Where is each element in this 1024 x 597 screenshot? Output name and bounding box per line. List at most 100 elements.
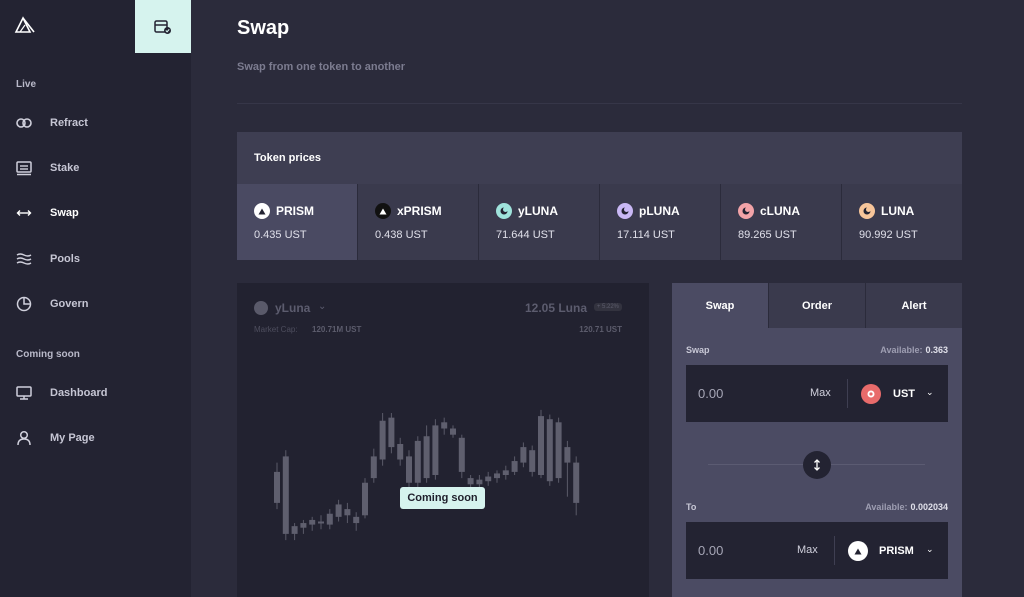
candle: [423, 425, 430, 483]
sidebar-item-stake[interactable]: Stake: [0, 152, 191, 184]
to-max-button[interactable]: Max: [797, 544, 818, 556]
divider: [834, 536, 835, 565]
swap-panel: Swap Order Alert Swap Available: 0.363 0.…: [672, 283, 962, 597]
sidebar-item-pools[interactable]: Pools: [0, 243, 191, 275]
from-label: Swap: [686, 345, 710, 355]
prism-token-icon: [254, 203, 270, 219]
prism-logo[interactable]: [14, 16, 36, 34]
candle: [406, 450, 412, 488]
divider: [847, 379, 848, 408]
sidebar-item-label: Dashboard: [50, 387, 108, 399]
tab-order[interactable]: Order: [768, 283, 865, 328]
candle: [326, 509, 333, 530]
price-chart-panel: yLuna ⌄ Market Cap: 120.71M UST 12.05 Lu…: [237, 283, 649, 597]
candle: [414, 436, 421, 488]
sidebar-item-my-page[interactable]: My Page: [0, 422, 191, 454]
token-card-prism[interactable]: PRISM 0.435 UST: [237, 184, 357, 260]
token-price: 90.992 UST: [859, 229, 918, 241]
sidebar-item-label: Swap: [50, 207, 79, 219]
token-price: 17.114 UST: [617, 229, 675, 241]
candle: [564, 440, 571, 497]
to-available: Available: 0.002034: [865, 502, 948, 512]
pluna-token-icon: [617, 203, 633, 219]
candle: [432, 419, 439, 480]
chevron-down-icon[interactable]: ⌄: [926, 544, 934, 554]
header-divider: [237, 103, 962, 104]
yluna-token-icon: [496, 203, 512, 219]
from-max-button[interactable]: Max: [810, 387, 831, 399]
link-icon: [15, 114, 33, 132]
from-amount-input[interactable]: 0.00: [698, 386, 724, 401]
tab-swap[interactable]: Swap: [672, 283, 768, 328]
price-change-badge: + 5.22%: [593, 303, 622, 311]
candle: [494, 470, 500, 483]
candle: [388, 413, 395, 454]
token-card-pluna[interactable]: pLUNA 17.114 UST: [600, 184, 720, 260]
wallet-icon: [154, 19, 171, 34]
candle: [573, 456, 580, 516]
chevron-down-icon[interactable]: ⌄: [318, 301, 327, 312]
to-token-select[interactable]: PRISM: [879, 545, 914, 557]
candle: [397, 437, 404, 466]
token-card-yluna[interactable]: yLUNA 71.644 UST: [479, 184, 599, 260]
stake-icon: [15, 159, 33, 177]
swap-tabs: Swap Order Alert: [672, 283, 962, 328]
monitor-icon: [15, 384, 33, 402]
prism-token-icon[interactable]: [848, 541, 868, 561]
candle: [274, 462, 280, 510]
ust-token-icon[interactable]: [861, 384, 881, 404]
available-label: Available:: [880, 345, 923, 355]
tab-alert[interactable]: Alert: [865, 283, 962, 328]
candle: [485, 471, 492, 486]
swap-arrows-icon: [15, 204, 33, 222]
candle: [476, 475, 483, 489]
page-subtitle: Swap from one token to another: [237, 61, 406, 73]
chart-price: 12.05 Luna: [524, 301, 587, 315]
sidebar-item-label: My Page: [50, 432, 95, 444]
candle: [282, 450, 289, 541]
wallet-button[interactable]: [135, 0, 191, 53]
token-name: PRISM: [276, 204, 315, 218]
candle: [335, 499, 342, 522]
from-input-box: 0.00 Max UST ⌄: [686, 365, 948, 422]
swap-direction-button[interactable]: [803, 451, 831, 479]
token-price: 89.265 UST: [738, 229, 797, 241]
chart-token-selector[interactable]: yLuna: [275, 301, 311, 315]
cluna-token-icon: [738, 203, 754, 219]
to-amount-input[interactable]: 0.00: [698, 543, 724, 558]
yluna-chart-icon: [254, 301, 268, 315]
sidebar-item-refract[interactable]: Refract: [0, 107, 191, 139]
sidebar-item-dashboard[interactable]: Dashboard: [0, 377, 191, 409]
candle: [309, 516, 316, 531]
token-price: 0.435 UST: [254, 229, 307, 241]
token-name: yLUNA: [518, 204, 559, 218]
sidebar-item-govern[interactable]: Govern: [0, 288, 191, 320]
candlestick-chart: [274, 409, 580, 541]
page-title: Swap: [237, 17, 290, 39]
candle: [300, 519, 307, 534]
candle: [529, 445, 536, 477]
candle: [441, 417, 448, 435]
token-name: LUNA: [881, 204, 915, 218]
chevron-down-icon[interactable]: ⌄: [926, 387, 934, 397]
candle: [555, 417, 562, 483]
xprism-token-icon: [375, 203, 391, 219]
available-value: 0.002034: [910, 502, 948, 512]
token-name: xPRISM: [397, 204, 442, 218]
token-card-xprism[interactable]: xPRISM 0.438 UST: [358, 184, 478, 260]
candle: [502, 465, 509, 480]
from-token-select[interactable]: UST: [893, 388, 915, 400]
from-available: Available: 0.363: [880, 345, 948, 355]
token-prices-heading: Token prices: [237, 132, 962, 184]
candle: [344, 502, 351, 524]
sidebar-item-swap[interactable]: Swap: [0, 197, 191, 229]
token-card-luna[interactable]: LUNA 90.992 UST: [842, 184, 962, 260]
chart-price-ust: 120.71 UST: [579, 325, 622, 334]
candle: [546, 414, 553, 486]
pools-icon: [15, 250, 33, 268]
candle: [353, 512, 360, 531]
token-name: pLUNA: [639, 204, 680, 218]
available-label: Available:: [865, 502, 908, 512]
coming-soon-badge: Coming soon: [400, 487, 485, 509]
token-card-cluna[interactable]: cLUNA 89.265 UST: [721, 184, 841, 260]
